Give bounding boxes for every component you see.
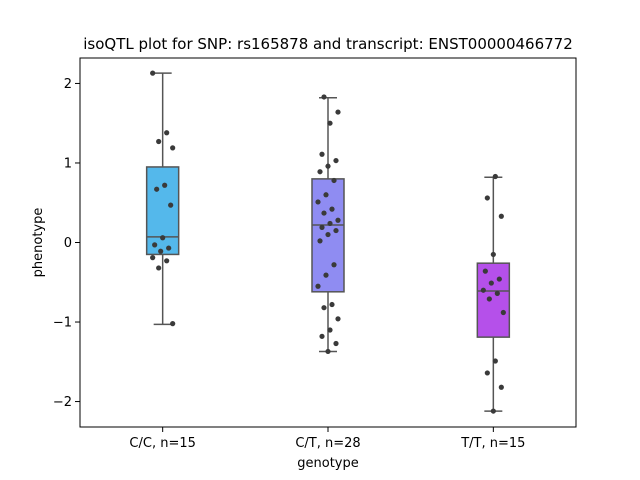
y-tick-label: 0 xyxy=(64,236,72,251)
x-tick-label: C/T, n=28 xyxy=(295,436,360,451)
y-tick-label: 1 xyxy=(64,156,72,171)
genotype-1-data-point xyxy=(156,138,162,145)
genotype-2-data-point xyxy=(327,120,333,126)
genotype-2-data-point xyxy=(333,227,339,234)
genotype-1-data-point xyxy=(170,321,176,327)
genotype-3-data-point xyxy=(498,384,504,390)
genotype-1-data-point xyxy=(150,70,156,76)
genotype-3-data-point xyxy=(500,309,506,316)
y-axis-label: phenotype xyxy=(31,208,46,278)
genotype-1-data-point xyxy=(154,186,160,192)
genotype-3-data-point xyxy=(490,251,496,258)
genotype-3-data-point xyxy=(482,268,488,274)
genotype-3-data-point xyxy=(492,173,498,180)
genotype-2-data-point xyxy=(335,316,341,322)
axes: −2 −1 0 1 2 C/C, n=15 C/T, n=28 T/T, n=15 xyxy=(53,77,526,451)
genotype-1-data-point xyxy=(158,248,164,254)
y-tick-label: 2 xyxy=(64,77,72,92)
x-axis-label: genotype xyxy=(297,456,358,471)
genotype-2-data-point xyxy=(329,206,335,212)
genotype-1-data-point xyxy=(156,265,162,271)
genotype-2-data-point xyxy=(335,217,341,223)
genotype-3-data-point xyxy=(480,287,486,293)
x-tick-label: C/C, n=15 xyxy=(129,436,195,451)
x-tick-label: T/T, n=15 xyxy=(460,436,525,451)
genotype-2-data-point xyxy=(323,192,329,198)
genotype-2-data-point xyxy=(323,272,329,278)
genotype-3-data-point xyxy=(488,280,494,286)
chart-title: isoQTL plot for SNP: rs165878 and transc… xyxy=(83,35,573,53)
genotype-2-data-point xyxy=(325,231,331,238)
genotype-1-data-point xyxy=(150,255,156,261)
genotype-1-box xyxy=(145,166,180,256)
genotype-3-data-point xyxy=(492,358,498,364)
genotype-2-data-point xyxy=(321,305,327,311)
genotype-2-data-point xyxy=(319,224,325,230)
genotype-1-data-point xyxy=(160,235,166,241)
genotype-2-data-point xyxy=(317,238,323,244)
genotype-1-data-point xyxy=(166,245,172,251)
genotype-3-box xyxy=(476,262,511,338)
genotype-3-data-point xyxy=(498,213,504,219)
genotype-1-data-point xyxy=(170,145,176,151)
genotype-2-data-point xyxy=(327,220,333,227)
genotype-2-data-point xyxy=(319,151,325,157)
genotype-2-data-point xyxy=(329,301,335,308)
genotype-1-data-point xyxy=(164,130,170,136)
y-tick-label: −1 xyxy=(53,316,72,331)
genotype-3-data-point xyxy=(496,276,502,282)
genotype-1-data-point xyxy=(164,258,170,264)
genotype-3-data-point xyxy=(484,370,490,376)
genotype-2-data-point xyxy=(315,283,321,289)
genotype-2-data-point xyxy=(331,177,337,184)
genotype-2-data-point xyxy=(333,157,339,164)
genotype-3-data-point xyxy=(486,296,492,302)
genotype-2-data-point xyxy=(327,327,333,333)
genotype-2-data-point xyxy=(333,340,339,347)
genotype-1-data-point xyxy=(162,182,168,188)
genotype-2-data-point xyxy=(321,94,327,100)
y-tick-label: −2 xyxy=(53,395,72,410)
genotype-1-data-point xyxy=(152,242,158,248)
genotype-2-data-point xyxy=(325,163,331,169)
genotype-2-data-point xyxy=(319,333,325,339)
genotype-2-data-point xyxy=(325,348,331,355)
genotype-2-data-point xyxy=(315,199,321,205)
genotype-2-data-point xyxy=(321,210,327,216)
genotype-2-data-point xyxy=(335,109,341,115)
plot-area xyxy=(145,70,511,414)
genotype-2-box xyxy=(311,178,345,293)
genotype-1-data-point xyxy=(168,202,174,208)
genotype-3-data-point xyxy=(494,290,500,296)
genotype-3-data-point xyxy=(484,195,490,201)
genotype-2-data-point xyxy=(331,262,337,268)
genotype-3-data-point xyxy=(490,408,496,414)
genotype-2-data-point xyxy=(317,169,323,175)
